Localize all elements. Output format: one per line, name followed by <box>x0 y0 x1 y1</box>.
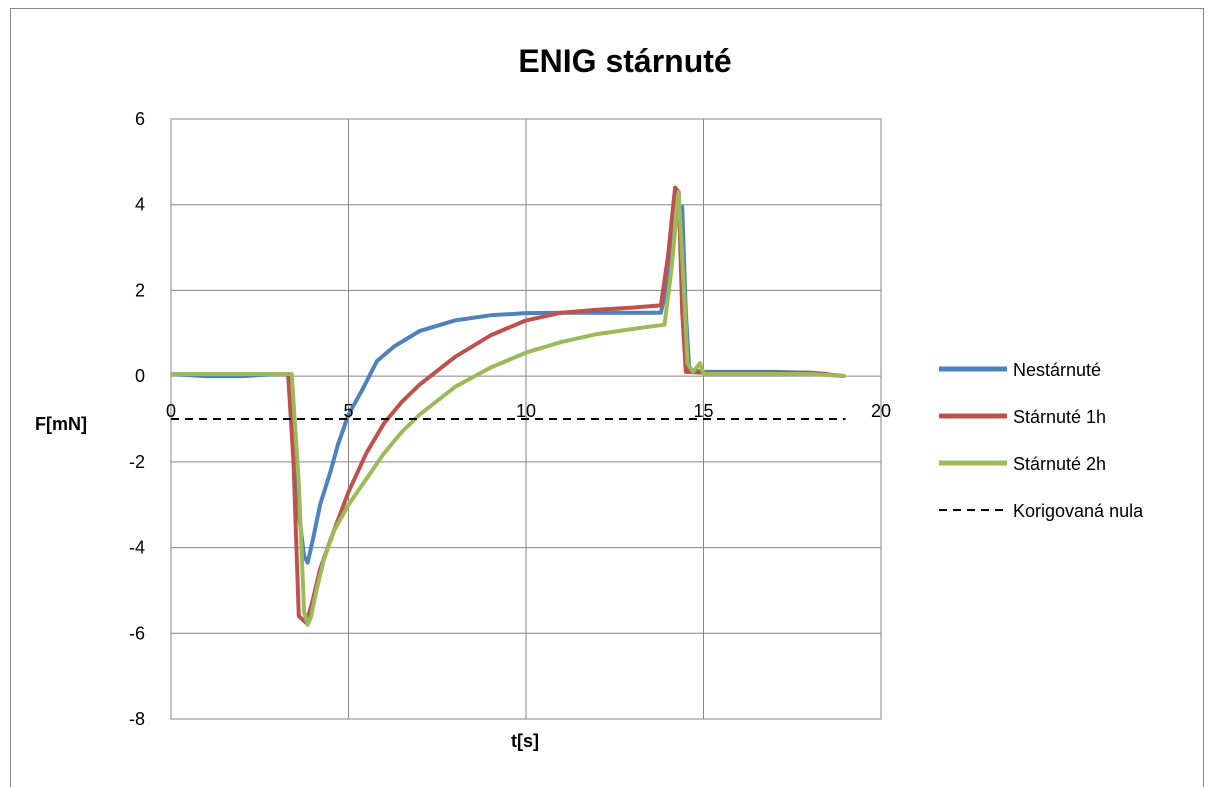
series-line-2 <box>171 185 846 625</box>
legend-label: Stárnuté 1h <box>1013 407 1106 427</box>
series-line-1 <box>170 204 828 565</box>
y-tick-label: 4 <box>135 195 145 215</box>
y-tick-label: 2 <box>135 280 145 300</box>
legend: Nestárnuté Stárnuté 1h Stárnuté 2h Korigova… <box>939 360 1144 521</box>
y-tick-label: -8 <box>129 709 145 729</box>
y-tick-label: 0 <box>135 366 145 386</box>
y-tick-label: 6 <box>135 109 145 129</box>
y-tick-label: -6 <box>129 623 145 643</box>
y-tick-label: -2 <box>129 452 145 472</box>
x-tick-label: 0 <box>166 401 176 421</box>
series-layer <box>170 185 846 627</box>
x-tick-label: 20 <box>871 401 891 421</box>
x-tick-label: 10 <box>516 401 536 421</box>
y-axis-label: F[mN] <box>35 414 87 434</box>
legend-label: Nestárnuté <box>1013 360 1101 380</box>
x-axis-label: t[s] <box>511 731 539 751</box>
chart-frame <box>10 8 1204 787</box>
y-tick-label: -4 <box>129 538 145 558</box>
series-line-3 <box>171 189 846 627</box>
legend-label: Korigovaná nula <box>1013 501 1144 521</box>
legend-label: Stárnuté 2h <box>1013 454 1106 474</box>
chart-title: ENIG stárnuté <box>518 43 731 79</box>
x-tick-label: 5 <box>343 401 353 421</box>
x-tick-label: 15 <box>693 401 713 421</box>
